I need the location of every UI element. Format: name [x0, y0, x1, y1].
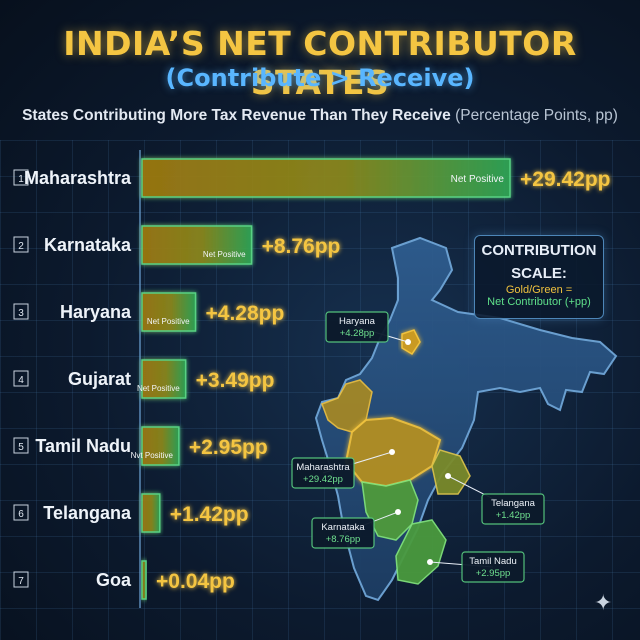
value-label: +8.76pp — [262, 235, 341, 258]
callout-state-name: Haryana — [339, 316, 376, 327]
bar — [141, 493, 161, 533]
callout-state-value: +8.76pp — [326, 534, 361, 545]
callout-box — [325, 311, 389, 343]
callout-state-value: +1.42pp — [496, 510, 531, 521]
map-labels-group: Haryana+4.28pp Maharashtra+29.42pp Telanga… — [291, 311, 545, 583]
category-label: Gujarat — [68, 369, 131, 389]
bar — [141, 158, 511, 198]
telangana-region — [431, 449, 471, 495]
rank-box — [13, 303, 29, 320]
value-label: +3.49pp — [196, 369, 275, 392]
callout-box — [311, 517, 375, 549]
bar-inner-label: Net Positive — [147, 317, 190, 326]
gujarat-region — [321, 379, 373, 433]
rank-label: 2 — [18, 241, 24, 252]
bar-inner-label: Net Positive — [451, 174, 505, 185]
rank-label: 5 — [18, 442, 24, 453]
callout-box — [461, 551, 525, 583]
rank-label: 1 — [18, 174, 24, 185]
category-label: Haryana — [60, 302, 132, 322]
sparkle-icon: ✦ — [594, 590, 613, 615]
rank-box — [13, 437, 29, 454]
callout-dot — [395, 509, 401, 515]
chart-title: INDIA’S NET CONTRIBUTOR STATES — [63, 24, 577, 102]
contribution-scale-legend: CONTRIBUTION SCALE: Gold/Green = Net Con… — [474, 235, 604, 319]
legend-title-line1: CONTRIBUTION — [481, 242, 597, 259]
callout-state-value: +4.28pp — [340, 328, 375, 339]
chart-caption: States Contributing More Tax Revenue Tha… — [0, 107, 640, 125]
tamil-nadu-region — [395, 519, 447, 585]
category-label: Goa — [96, 570, 132, 590]
bar-inner-label: Net Positive — [137, 384, 180, 393]
callout-state-name: Maharashtra — [296, 462, 350, 473]
category-label: Karnataka — [44, 235, 132, 255]
bar — [141, 560, 147, 600]
rank-label: 3 — [18, 308, 24, 319]
category-label: Telangana — [43, 503, 132, 523]
caption-unit: (Percentage Points, pp) — [455, 107, 618, 124]
callout-state-name: Karnataka — [321, 522, 365, 533]
callout-state-value: +29.42pp — [303, 474, 343, 485]
value-label: +1.42pp — [170, 503, 249, 526]
value-label: +0.04pp — [156, 570, 235, 593]
rank-label: 4 — [18, 375, 24, 386]
rank-label: 7 — [18, 576, 24, 587]
callout-dot — [405, 339, 411, 345]
bar — [141, 225, 253, 265]
callout-state-name: Tamil Nadu — [469, 556, 517, 567]
value-label: +4.28pp — [206, 302, 285, 325]
rank-box — [13, 169, 29, 186]
legend-green-text: Net Contributor (+pp) — [487, 296, 591, 308]
rank-box — [13, 504, 29, 521]
value-label: +2.95pp — [189, 436, 268, 459]
callout-state-value: +2.95pp — [476, 568, 511, 579]
callout-box — [291, 457, 355, 489]
rank-label: 6 — [18, 509, 24, 520]
callout-dot — [427, 559, 433, 565]
india-map — [314, 236, 618, 602]
category-label: Maharashtra — [24, 168, 132, 188]
legend-title-line2: SCALE: — [511, 265, 567, 282]
callout-dot — [389, 449, 395, 455]
value-label: +29.42pp — [520, 168, 610, 191]
rank-box — [13, 370, 29, 387]
callout-state-name: Telangana — [491, 498, 536, 509]
bar-inner-label: Nvt Positive — [131, 451, 174, 460]
legend-gold-text: Gold/Green = — [505, 284, 573, 296]
category-label: Tamil Nadu — [35, 436, 131, 456]
rank-box — [13, 236, 29, 253]
callout-box — [481, 493, 545, 525]
bar — [141, 359, 187, 399]
bar — [141, 426, 180, 466]
bar-inner-label: Net Positive — [203, 250, 246, 259]
caption-text: States Contributing More Tax Revenue Tha… — [22, 107, 451, 124]
bar — [141, 292, 197, 332]
chart-subtitle: (Contribute > Receive) — [165, 64, 475, 92]
callout-dot — [445, 473, 451, 479]
rank-box — [13, 571, 29, 588]
